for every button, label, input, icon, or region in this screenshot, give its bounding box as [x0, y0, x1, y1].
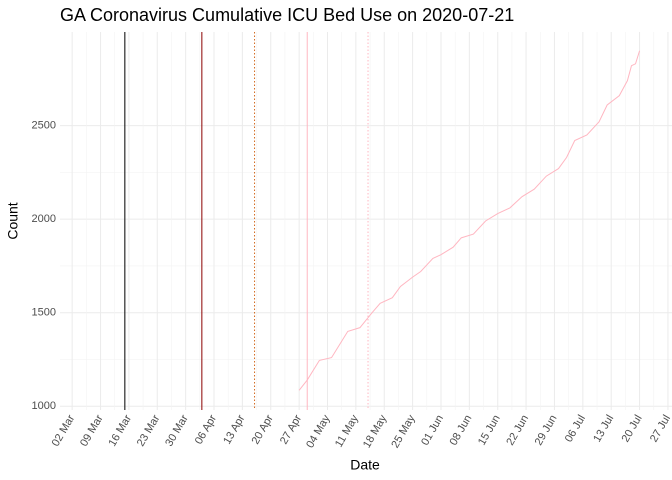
x-axis-title: Date [350, 457, 380, 473]
y-tick-label: 2000 [32, 213, 56, 225]
x-tick-label: 20 Apr [250, 413, 276, 447]
x-tick-label: 06 Jul [563, 413, 588, 444]
x-tick-label: 02 Mar [50, 413, 78, 449]
y-axis-title: Count [5, 202, 21, 239]
x-tick-label: 20 Jul [620, 413, 645, 444]
data-line [298, 50, 641, 391]
y-tick-label: 1000 [32, 400, 56, 412]
chart-title: GA Coronavirus Cumulative ICU Bed Use on… [60, 5, 514, 25]
x-tick-label: 30 Mar [163, 413, 191, 449]
x-tick-label: 23 Mar [135, 413, 163, 449]
x-tick-label: 04 May [304, 413, 333, 451]
x-tick-label: 08 Jun [448, 413, 475, 448]
x-tick-label: 27 Jul [648, 413, 672, 444]
x-tick-label: 16 Mar [106, 413, 134, 449]
x-tick-label: 29 Jun [533, 413, 560, 448]
x-tick-label: 27 Apr [278, 413, 304, 447]
x-tick-label: 06 Apr [193, 413, 219, 447]
x-tick-label: 13 Apr [221, 413, 247, 447]
x-tick-label: 01 Jun [419, 413, 446, 448]
y-tick-label: 1500 [32, 307, 56, 319]
x-tick-label: 15 Jun [476, 413, 503, 448]
x-tick-label: 18 May [361, 413, 390, 451]
x-tick-label: 25 May [389, 413, 418, 451]
y-tick-label: 2500 [32, 119, 56, 131]
x-tick-label: 22 Jun [504, 413, 531, 448]
x-tick-label: 09 Mar [78, 413, 106, 449]
x-tick-label: 13 Jul [591, 413, 616, 444]
x-tick-label: 11 May [333, 413, 361, 450]
